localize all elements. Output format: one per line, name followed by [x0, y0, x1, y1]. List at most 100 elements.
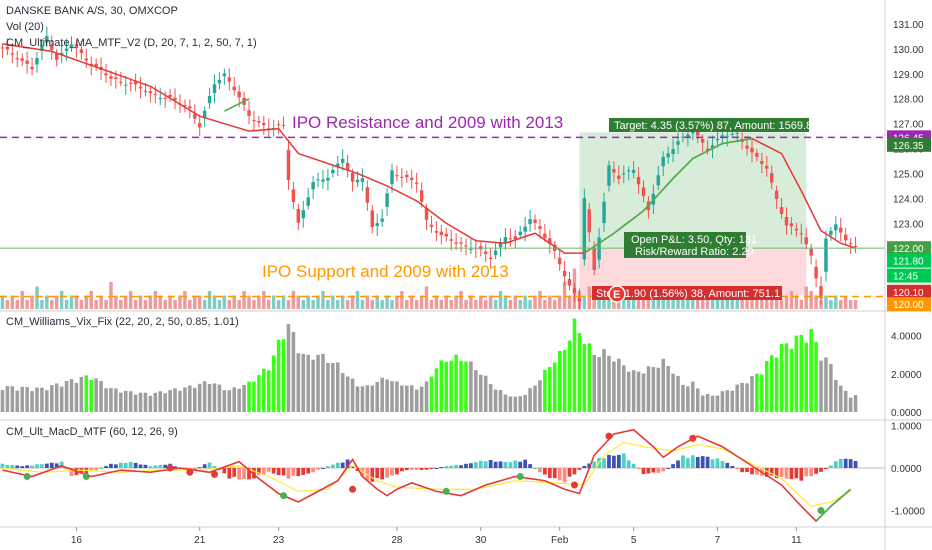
candle-body — [755, 152, 759, 157]
vix-bar — [336, 362, 340, 412]
vix-bar — [296, 353, 301, 412]
macd-hist-bar — [439, 466, 444, 468]
vix-bar — [262, 368, 266, 412]
vix-pane[interactable] — [0, 318, 858, 412]
macd-hist-bar — [138, 464, 143, 468]
volume-bar — [133, 300, 138, 309]
candle-body — [705, 148, 710, 151]
candle-body — [439, 231, 444, 236]
candle-body — [814, 266, 818, 279]
vix-axis[interactable]: 4.0000 2.0000 0.0000 — [891, 332, 922, 419]
price-tags: 126.45126.35122.00121.8012:45120.10120.0… — [887, 130, 931, 312]
volume-bar — [158, 295, 162, 309]
macd-hist-bar — [257, 468, 261, 475]
candle-body — [449, 239, 453, 241]
vix-tick-label: 2.0000 — [891, 370, 922, 381]
vix-bar — [143, 392, 148, 412]
volume-bar — [750, 295, 754, 309]
volume-bar — [429, 300, 434, 309]
macd-signal-line — [2, 441, 851, 507]
macd-cross-dot — [280, 492, 288, 500]
macd-hist-bar — [587, 463, 592, 468]
candle-body — [133, 81, 138, 85]
volume-bar — [385, 295, 389, 309]
macd-hist-bar — [577, 468, 582, 470]
volume-bar — [222, 295, 227, 309]
vix-bar — [316, 354, 320, 412]
volume-bar — [474, 300, 478, 309]
candle-body — [602, 201, 606, 224]
volume-bar — [779, 300, 784, 309]
candle-body — [410, 177, 414, 180]
volume-bar — [380, 300, 384, 309]
volume-bar — [370, 300, 375, 309]
candle-body — [232, 86, 236, 91]
macd-legend[interactable]: CM_Ult_MacD_MTF (60, 12, 26, 9) — [6, 426, 178, 438]
candle-body — [710, 145, 715, 149]
macd-hist-bar — [616, 454, 621, 468]
candle-body — [405, 174, 409, 178]
vix-bar — [74, 382, 79, 412]
time-tick-label: 23 — [273, 535, 285, 546]
volume-bar — [848, 300, 853, 309]
vix-bar — [548, 366, 552, 412]
time-axis[interactable]: 16 21 23 28 30 Feb 5 7 11 — [71, 527, 802, 546]
candle-body — [543, 233, 547, 238]
ma-legend[interactable]: CM_Ultimate_MA_MTF_V2 (D, 20, 7, 1, 2, 5… — [6, 37, 257, 49]
vix-bar — [735, 384, 739, 412]
volume-bar — [45, 295, 49, 309]
macd-hist-bar — [725, 462, 730, 468]
macd-hist-bar — [163, 464, 168, 468]
candle-body — [104, 73, 108, 76]
volume-bar — [459, 291, 463, 309]
volume-bar — [528, 300, 532, 309]
vix-bar — [424, 381, 429, 412]
vix-bar — [345, 376, 350, 412]
candle-body — [799, 233, 804, 235]
vix-bar — [321, 353, 325, 412]
candle-body — [725, 135, 730, 137]
vix-legend[interactable]: CM_Williams_Vix_Fix (22, 20, 2, 50, 0.85… — [6, 316, 239, 328]
macd-pane[interactable] — [0, 428, 885, 523]
candle-body — [360, 178, 365, 182]
support-annotation[interactable]: IPO Support and 2009 with 2013 — [262, 262, 509, 281]
candles — [0, 26, 858, 310]
target-box[interactable] — [609, 118, 809, 132]
price-pane[interactable]: IPO Resistance and 2009 with 2013 IPO Su… — [0, 26, 885, 310]
vix-bar — [681, 384, 685, 412]
price-tag-label: 126.35 — [893, 141, 924, 152]
volume-bar — [843, 295, 848, 309]
stop-box[interactable] — [592, 286, 782, 300]
vix-bar — [266, 370, 271, 412]
volume-bar — [700, 295, 705, 309]
price-tick-label: 125.00 — [893, 169, 924, 180]
volume-bar — [809, 291, 813, 309]
macd-cross-dot — [82, 473, 90, 480]
macd-hist-bar — [247, 468, 251, 480]
vix-bar — [469, 361, 473, 412]
volume-bar — [217, 300, 222, 309]
volume-bar — [434, 295, 439, 309]
ma-green-segment — [583, 137, 753, 254]
vix-bar — [552, 362, 557, 412]
candle-body — [666, 153, 670, 158]
candle-body — [607, 165, 611, 186]
volume-bar — [331, 295, 335, 309]
macd-hist-bar — [607, 454, 611, 468]
volume-bar — [89, 291, 93, 309]
vix-bar — [641, 373, 646, 412]
vix-bar — [375, 381, 379, 412]
vix-bar — [276, 339, 281, 412]
vix-bar — [464, 361, 468, 412]
pnl-box[interactable] — [624, 232, 746, 258]
earnings-event-icon[interactable] — [608, 285, 626, 303]
volume-legend[interactable]: Vol (20) — [6, 21, 44, 33]
macd-hist-bar — [390, 468, 394, 476]
macd-hist-bar — [25, 465, 29, 468]
resistance-annotation[interactable]: IPO Resistance and 2009 with 2013 — [292, 113, 563, 132]
candle-body — [577, 297, 582, 302]
volume-bar — [25, 300, 29, 309]
macd-axis[interactable]: 1.0000 0.0000 -1.0000 — [891, 422, 925, 518]
symbol-title[interactable]: DANSKE BANK A/S, 30, OMXCOP — [6, 5, 178, 17]
